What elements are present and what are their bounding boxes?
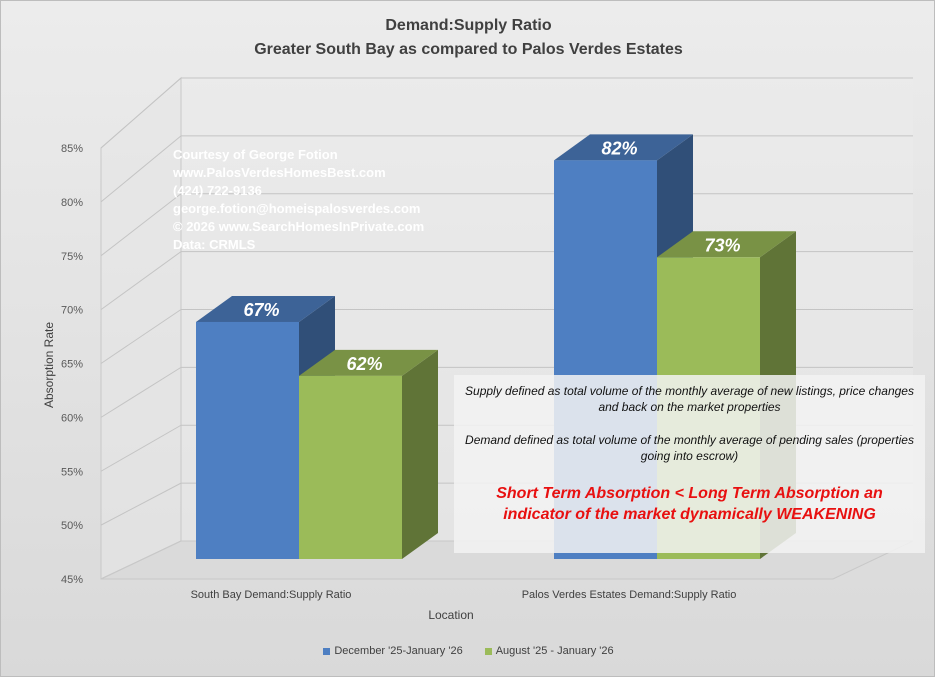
demand-definition: Demand defined as total volume of the mo… [465,433,914,463]
y-tick-label: 50% [61,520,83,532]
legend-swatch-series-1 [323,647,331,655]
x-tick-label: Palos Verdes Estates Demand:Supply Ratio [522,589,737,601]
credits-block: Courtesy of George Fotion www.PalosVerde… [173,146,424,254]
data-label: 82% [601,138,637,158]
bar-top-face [657,231,796,258]
gridline-diagonal [100,366,182,418]
legend-swatch-series-2 [484,647,492,655]
data-label: 67% [243,300,279,320]
bar-top-face [554,134,693,161]
credit-line: www.PalosVerdesHomesBest.com [173,165,386,180]
y-tick-label: 70% [61,305,83,317]
gridline-diagonal [100,482,182,526]
bar-top-face [196,295,335,322]
chart-subtitle: Greater South Bay as compared to Palos V… [254,41,683,58]
legend-item-series-1: December '25-January '26 [323,645,463,657]
credit-line: Data: CRMLS [173,237,256,252]
bar-side-face [402,349,438,559]
data-label: 73% [704,235,740,255]
gridline-diagonal [100,251,182,311]
credit-line: george.fotion@homeispalosverdes.com [173,201,421,216]
legend: December '25-January '26 August '25 - Ja… [1,645,934,657]
legend-item-series-2: August '25 - January '26 [484,645,614,657]
legend-label-series-1: December '25-January '26 [334,645,463,657]
y-tick-label: 45% [61,574,83,586]
y-tick-label: 80% [61,197,83,209]
legend-label-series-2: August '25 - January '26 [495,645,614,657]
weakening-headline: Short Term Absorption < Long Term Absorp… [496,485,883,523]
bar [299,375,402,559]
chart-title: Demand:Supply Ratio [385,17,552,34]
data-label: 62% [346,354,382,374]
gridline-diagonal [100,77,182,149]
bar-top-face [299,349,438,376]
y-tick-label: 60% [61,412,83,424]
credit-line: (424) 722-9136 [173,183,262,198]
x-axis-title: Location [428,608,473,622]
gridline-diagonal [100,193,182,257]
y-tick-label: 85% [61,143,83,155]
credit-line: Courtesy of George Fotion [173,147,338,162]
definition-note-box: Supply defined as total volume of the mo… [454,375,925,553]
bar [196,321,299,559]
y-axis-title: Absorption Rate [42,322,56,408]
y-tick-label: 55% [61,466,83,478]
gridline-diagonal [100,135,182,203]
gridline-diagonal [100,309,182,364]
y-tick-label: 65% [61,359,83,371]
credit-line: © 2026 www.SearchHomesInPrivate.com [173,219,425,234]
supply-definition: Supply defined as total volume of the mo… [465,384,914,414]
x-tick-label: South Bay Demand:Supply Ratio [191,589,352,601]
gridline-diagonal [100,424,182,472]
y-tick-label: 75% [61,251,83,263]
